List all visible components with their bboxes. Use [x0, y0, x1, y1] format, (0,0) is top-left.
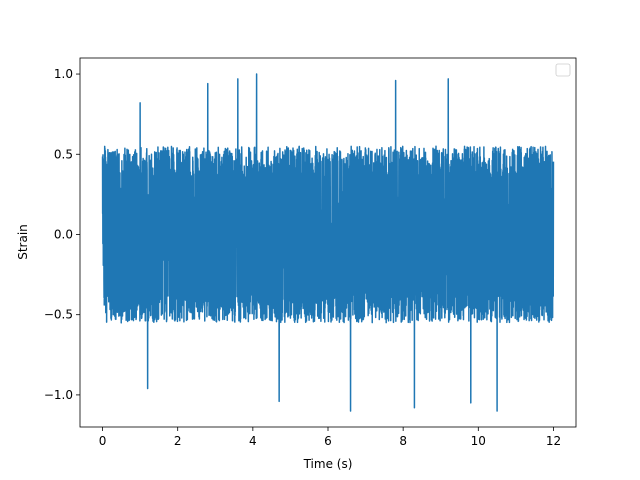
y-tick-label: −1.0 [44, 388, 73, 402]
y-tick-label: 0.5 [54, 147, 73, 161]
x-tick-label: 6 [324, 434, 332, 448]
y-axis: −1.0 −0.5 0.0 0.5 1.0 [44, 67, 80, 402]
x-tick-label: 4 [249, 434, 257, 448]
y-tick-label: 1.0 [54, 67, 73, 81]
y-tick-label: 0.0 [54, 227, 73, 241]
x-tick-label: 0 [99, 434, 107, 448]
x-axis: 0 2 4 6 8 10 12 [99, 427, 561, 448]
series-line [101, 73, 555, 412]
x-tick-label: 2 [174, 434, 182, 448]
x-axis-label: Time (s) [303, 457, 353, 471]
legend-box [555, 63, 571, 77]
x-tick-label: 12 [546, 434, 561, 448]
y-tick-label: −0.5 [44, 308, 73, 322]
x-tick-label: 8 [399, 434, 407, 448]
y-axis-label: Strain [16, 224, 30, 260]
x-tick-label: 10 [471, 434, 486, 448]
series-layer [101, 73, 555, 412]
